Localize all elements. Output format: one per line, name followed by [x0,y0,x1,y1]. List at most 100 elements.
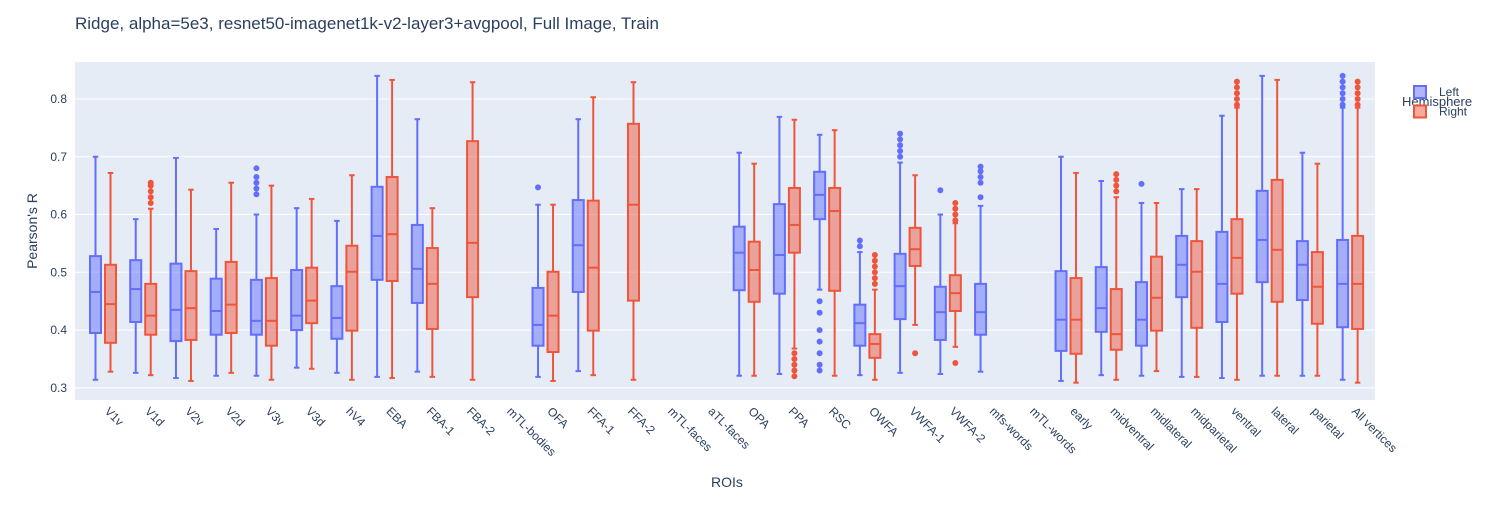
outlier [253,185,260,192]
outlier [1113,182,1120,189]
x-tick-label: VWFA-2 [947,404,989,446]
box [974,282,988,336]
y-axis-title: Pearson's R [24,193,40,269]
outlier [1354,78,1361,85]
outlier [952,360,959,367]
outlier [871,263,878,270]
x-tick-label: early [1067,404,1095,432]
x-tick-label: VWFA-1 [906,404,948,446]
box [89,255,102,334]
outlier [1233,90,1240,97]
x-tick-label: FBA-1 [424,404,458,438]
box [626,122,640,302]
y-tick-label: 0.5 [50,265,67,279]
outlier [816,309,823,316]
outlier [253,165,260,172]
box [224,260,238,334]
outlier [791,355,798,362]
box [772,203,786,295]
box [1270,178,1284,303]
outlier [897,136,904,143]
legend-label: Left [1439,85,1460,99]
y-tick-label: 0.8 [50,92,67,106]
outlier [253,173,260,180]
box [209,277,223,336]
outlier [1339,84,1346,91]
outlier [1233,101,1240,108]
outlier [791,350,798,357]
box [1255,189,1269,284]
outlier [871,280,878,287]
outlier [147,188,154,195]
outlier [1339,78,1346,85]
box [546,270,560,354]
x-tick-label: V1d [142,404,167,429]
outlier [1354,90,1361,97]
box [1069,277,1083,355]
outlier [1113,176,1120,183]
box [586,199,600,332]
chart-title: Ridge, alpha=5e3, resnet50-imagenet1k-v2… [75,14,659,33]
y-tick-label: 0.7 [50,150,67,164]
plot-background [75,62,1375,400]
x-tick-label: PPA [786,404,812,430]
box [305,266,319,325]
outlier [952,217,959,224]
box [466,140,480,299]
x-tick-label: hV4 [343,404,368,429]
outlier [897,147,904,154]
box [531,286,545,347]
legend-swatch [1413,104,1427,119]
outlier [952,205,959,212]
x-tick-label: lateral [1269,404,1302,437]
x-tick-label: FFA-2 [625,404,658,437]
box [1295,240,1309,302]
outlier [897,153,904,160]
box [828,186,842,292]
outlier [1354,95,1361,102]
outlier [816,361,823,368]
x-axis-title: ROIs [711,474,743,490]
outlier [1354,84,1361,91]
x-tick-label: V1v [102,404,127,429]
box [732,225,746,292]
box [169,262,183,343]
box [1215,230,1229,323]
outlier [1339,101,1346,108]
box [385,175,399,282]
outlier [977,173,984,180]
box [1094,266,1108,333]
x-tick-label: RSC [826,404,854,432]
outlier [871,269,878,276]
outlier [253,191,260,198]
x-tick-label: All vertices [1349,404,1400,455]
outlier [871,251,878,258]
outlier [856,243,863,250]
outlier [856,237,863,244]
box [747,240,761,303]
outlier [791,367,798,374]
outlier [952,199,959,206]
x-tick-label: FBA-2 [464,404,498,438]
y-tick-label: 0.6 [50,208,67,222]
y-tick-label: 0.4 [50,323,67,337]
box [1109,288,1123,351]
outlier [816,367,823,374]
outlier [147,194,154,201]
x-tick-label: OPA [746,404,773,431]
box [144,282,158,336]
legend-label: Right [1439,105,1468,119]
x-tick-label: OFA [544,404,571,431]
outlier [1339,90,1346,97]
legend-swatch [1413,85,1427,99]
outlier [1233,84,1240,91]
x-tick-label: ventral [1228,404,1263,439]
box [330,285,344,340]
outlier [1354,101,1361,108]
box [787,186,801,254]
outlier [897,142,904,149]
x-tick-label: FFA-1 [585,404,618,437]
box [184,270,198,341]
outlier [977,179,984,186]
